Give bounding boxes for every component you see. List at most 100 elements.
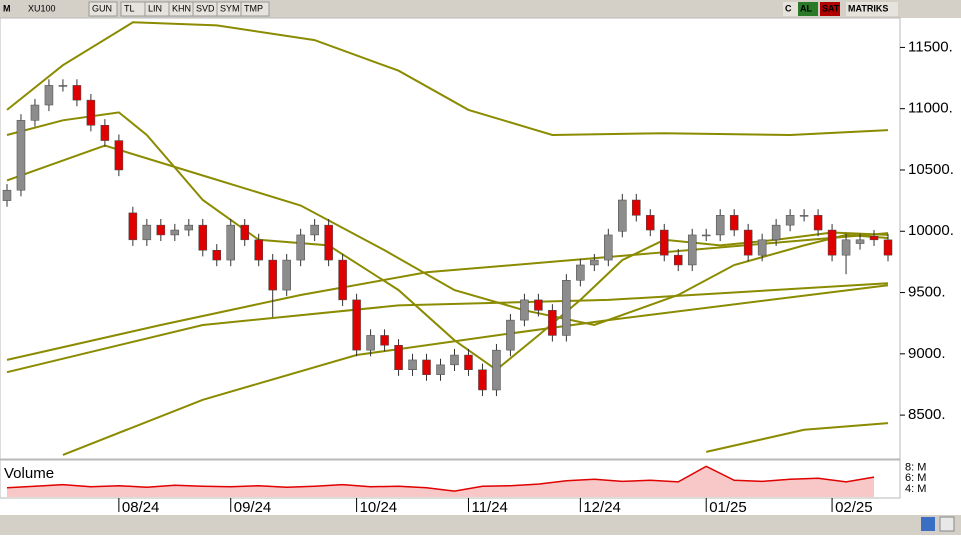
candle-body [660, 229, 669, 256]
candle-body [590, 259, 599, 266]
candle-body [240, 224, 249, 241]
candle-body [478, 369, 487, 391]
candle-body [618, 199, 627, 232]
toolbar-button[interactable] [240, 1, 270, 17]
candle-body [506, 319, 515, 351]
toolbar-button-label[interactable]: KHN [172, 3, 191, 13]
volume-area [7, 466, 874, 497]
moving-average [6, 21, 889, 137]
toolbar-right-button[interactable] [820, 2, 840, 16]
candle-body [855, 239, 865, 244]
candle-body [576, 264, 585, 281]
moving-average [6, 282, 889, 374]
symbol[interactable]: XU100 [28, 3, 56, 13]
candle-body [841, 239, 851, 256]
y-tick-label: 11000. [908, 100, 953, 117]
candle-body [100, 124, 110, 141]
candle-body [743, 229, 753, 256]
toolbar-button-label[interactable]: TMP [244, 3, 263, 13]
volume-tick-label: 4: M [905, 483, 926, 495]
toolbar-button-label[interactable]: GUN [92, 3, 112, 13]
candle-body [282, 259, 291, 291]
candle-body [771, 224, 781, 241]
menu-m[interactable]: M [3, 3, 11, 13]
y-tick-label: 10000. [908, 222, 954, 239]
candle-body [2, 189, 12, 201]
toolbar-right-label[interactable]: AL [800, 3, 812, 13]
y-tick-label: 9000. [908, 345, 946, 362]
candle-body [212, 250, 222, 261]
toolbar-right-label[interactable]: SAT [822, 3, 840, 13]
candle-body [324, 224, 333, 261]
x-tick-label: 11/24 [471, 499, 507, 516]
volume-tick-label: 8: M [905, 461, 926, 473]
y-tick-label: 9500. [908, 284, 946, 301]
x-tick-label: 02/25 [835, 499, 873, 516]
toolbar-right-label[interactable]: MATRIKS [848, 3, 888, 13]
toolbar-button[interactable] [88, 1, 118, 17]
candle-body [548, 310, 557, 336]
volume-title: Volume [4, 465, 54, 482]
candle-body [338, 259, 347, 301]
candle-body [422, 359, 431, 375]
candle-body [883, 239, 893, 256]
candle-body [408, 359, 417, 371]
candle-body [380, 335, 389, 346]
candle-body [198, 224, 208, 251]
y-tick-label: 10500. [908, 161, 954, 178]
candle-body [184, 224, 194, 231]
candle-body [366, 335, 375, 351]
candle-body [352, 299, 361, 351]
candle-body [520, 299, 529, 321]
candle-body [562, 280, 571, 336]
candle-body [492, 349, 501, 391]
candle-body [310, 224, 319, 236]
candle-body [869, 235, 879, 241]
candle-body [86, 99, 96, 126]
toolbar-right-button[interactable] [798, 2, 818, 16]
toolbar-button-label[interactable]: LIN [148, 3, 162, 13]
candle-body [156, 224, 166, 236]
candle-body [604, 234, 613, 261]
x-tick-label: 10/24 [360, 499, 398, 516]
candle-body [687, 234, 697, 266]
toolbar-button-label[interactable]: SYM [220, 3, 240, 13]
candle-body [170, 229, 180, 236]
moving-average [705, 422, 889, 453]
candle-body [464, 354, 473, 371]
toolbar-button-label[interactable]: TL [124, 3, 135, 13]
candle-body [436, 364, 445, 375]
candle-body [58, 85, 68, 87]
x-tick-label: 12/24 [583, 499, 621, 516]
moving-average [6, 232, 889, 361]
candle-body [813, 215, 823, 231]
candle-body [72, 85, 82, 101]
candle-body [226, 224, 235, 261]
y-tick-label: 8500. [908, 406, 946, 423]
candle-body [701, 234, 711, 237]
candle-body [142, 224, 152, 241]
candle-body [268, 259, 277, 291]
toolbar-button-label[interactable]: SVD [196, 3, 215, 13]
candle-body [394, 344, 403, 371]
volume-tick-label: 6: M [905, 472, 926, 484]
status-bar [0, 515, 961, 535]
candle-body [30, 104, 40, 121]
volume-line [6, 465, 875, 492]
candle-body [128, 212, 138, 241]
refresh-icon[interactable] [921, 517, 935, 531]
settings-icon[interactable] [939, 516, 955, 532]
candle-body [785, 215, 795, 226]
toolbar-right-label[interactable]: C [785, 3, 792, 13]
x-tick-label: 08/24 [122, 499, 160, 516]
candle-body [757, 239, 767, 256]
candle-body [254, 239, 263, 261]
candle-body [729, 215, 739, 231]
candle-body [296, 234, 305, 261]
moving-average [6, 111, 889, 372]
candle-body [715, 215, 725, 236]
toolbar-right-button[interactable] [846, 2, 898, 16]
y-tick-label: 11500. [908, 38, 953, 55]
candle-body [673, 254, 683, 266]
